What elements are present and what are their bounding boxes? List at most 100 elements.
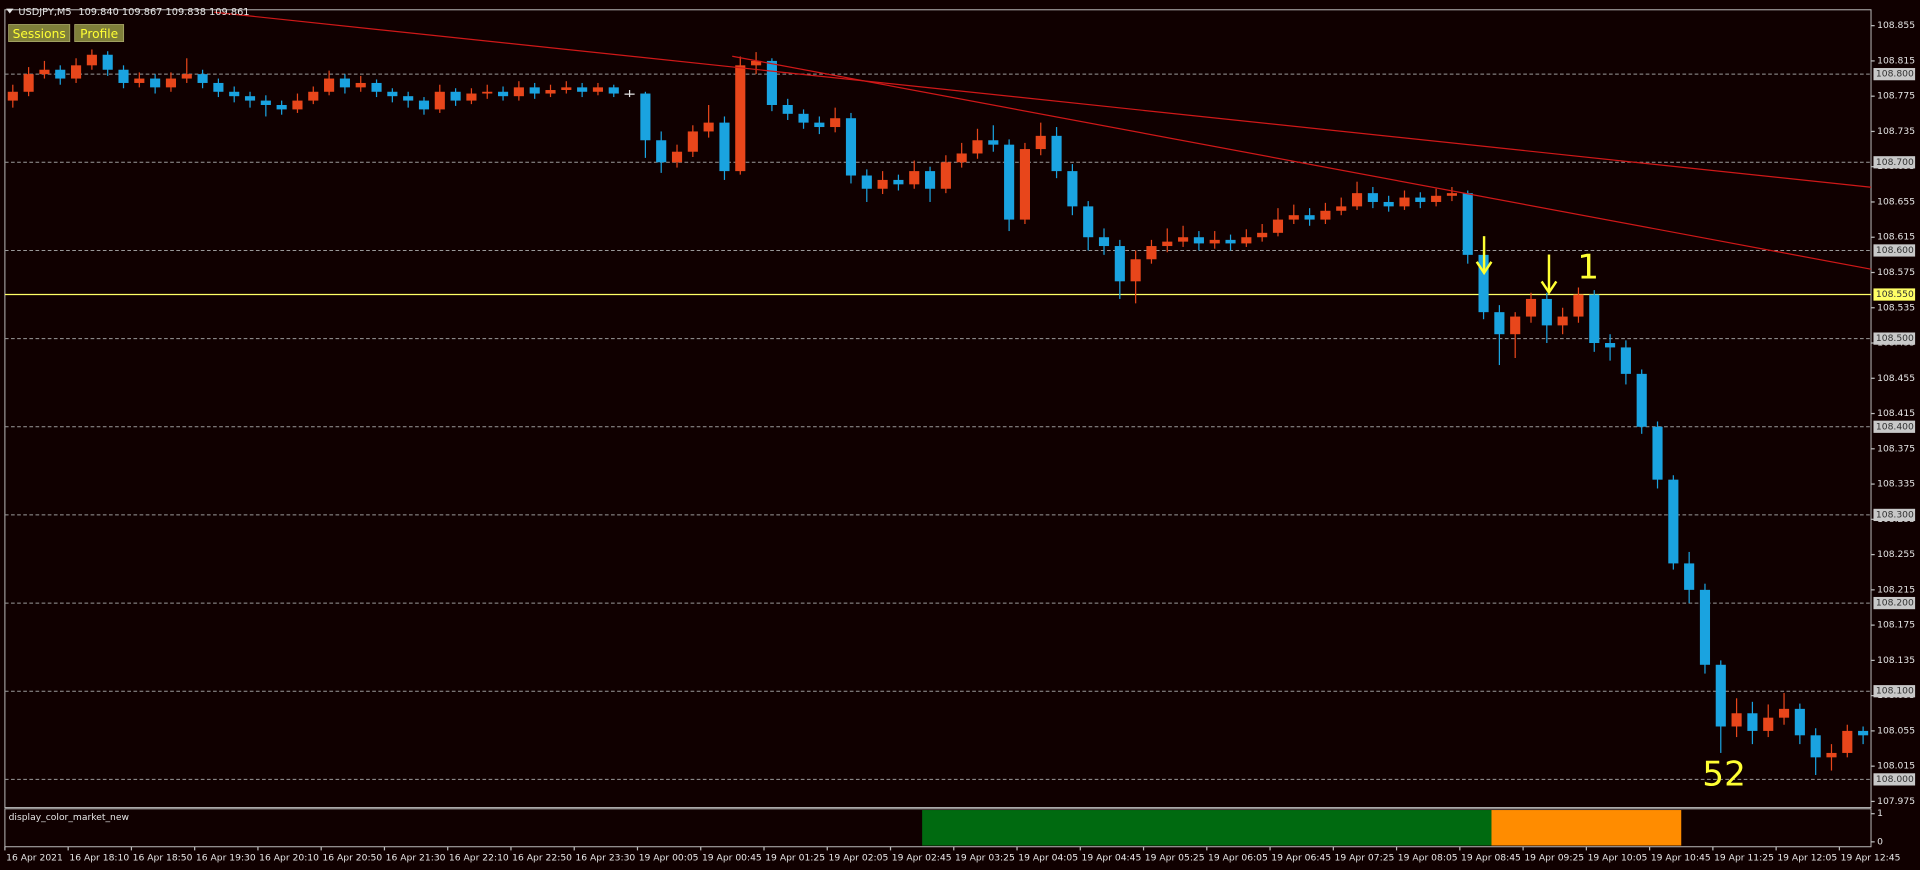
x-tick-label: 16 Apr 23:30 bbox=[575, 852, 635, 863]
annotation: 52 bbox=[1702, 754, 1746, 794]
candle-body bbox=[23, 74, 34, 92]
indicator-title: display_color_market_new bbox=[9, 812, 130, 823]
level-label-box bbox=[1873, 773, 1916, 786]
x-tick-label: 16 Apr 19:30 bbox=[196, 852, 256, 863]
candle-body bbox=[1178, 237, 1189, 242]
candle-body bbox=[7, 91, 18, 101]
candle-body bbox=[1146, 246, 1157, 260]
button[interactable]: Profile bbox=[74, 24, 125, 42]
y-tick-label: 108.775 bbox=[1877, 91, 1915, 102]
candle-body bbox=[1320, 210, 1331, 220]
candle-body bbox=[1541, 298, 1552, 326]
candle-body bbox=[1510, 316, 1521, 335]
candle-body bbox=[719, 122, 730, 172]
level-label-box bbox=[1873, 68, 1916, 81]
candle-body bbox=[355, 82, 366, 88]
candle-body bbox=[55, 69, 66, 79]
candle-body bbox=[244, 96, 256, 101]
candle-body bbox=[497, 91, 509, 97]
candle-body bbox=[118, 69, 129, 83]
level-label-box bbox=[1873, 156, 1916, 169]
candle-body bbox=[608, 87, 619, 94]
candle-body bbox=[1193, 237, 1204, 244]
x-tick-label: 19 Apr 00:05 bbox=[639, 852, 699, 863]
candle-body bbox=[956, 153, 967, 163]
candle-body bbox=[86, 54, 97, 66]
candle-body bbox=[1842, 730, 1853, 753]
candle-body bbox=[972, 140, 983, 154]
candle-body bbox=[482, 91, 493, 94]
candle-body bbox=[1051, 135, 1062, 172]
x-tick-label: 16 Apr 21:30 bbox=[386, 852, 446, 863]
candle-body bbox=[1573, 294, 1584, 317]
candle-body bbox=[308, 91, 319, 101]
candle-body bbox=[1336, 206, 1347, 211]
x-tick-label: 19 Apr 11:25 bbox=[1714, 852, 1774, 863]
candle-body bbox=[165, 78, 177, 88]
y-tick-label: 108.535 bbox=[1877, 302, 1915, 313]
candle-body bbox=[1794, 708, 1805, 736]
candle-body bbox=[324, 78, 335, 92]
candle-body bbox=[1004, 144, 1015, 220]
candle-body bbox=[102, 54, 113, 70]
x-tick-label: 16 Apr 18:10 bbox=[69, 852, 129, 863]
candle-body bbox=[1351, 193, 1363, 207]
button-label[interactable]: Profile bbox=[80, 27, 118, 41]
main-layer: 108.855108.815108.775108.735108.695108.6… bbox=[4, 20, 1916, 863]
candle-body bbox=[276, 104, 287, 110]
candle-body bbox=[909, 171, 920, 185]
candle-body bbox=[640, 93, 651, 141]
candle-body bbox=[1589, 294, 1600, 344]
level-label-box bbox=[1873, 420, 1916, 433]
candle-body bbox=[766, 60, 777, 105]
x-tick-label: 19 Apr 07:25 bbox=[1335, 852, 1395, 863]
candle-body bbox=[434, 91, 445, 110]
y-tick-label: 108.135 bbox=[1877, 655, 1915, 666]
candle-body bbox=[1668, 479, 1679, 564]
x-tick-label: 19 Apr 06:05 bbox=[1208, 852, 1268, 863]
candle-body bbox=[1288, 215, 1299, 220]
candle-body bbox=[671, 151, 683, 163]
candle-body bbox=[1731, 713, 1742, 727]
x-tick-label: 19 Apr 04:05 bbox=[1018, 852, 1078, 863]
candle-body bbox=[782, 104, 793, 114]
candle-body bbox=[260, 100, 271, 105]
candle-body bbox=[181, 74, 192, 79]
y-tick-label: 108.575 bbox=[1877, 267, 1915, 278]
menu-triangle[interactable] bbox=[6, 8, 14, 14]
candle-body bbox=[466, 93, 477, 101]
y-tick-label: 108.215 bbox=[1877, 584, 1915, 595]
candle-body bbox=[1209, 239, 1220, 244]
level-label: 108.500 bbox=[1876, 333, 1914, 344]
candle-body bbox=[845, 118, 857, 176]
candle-body bbox=[1525, 298, 1537, 317]
candle-body bbox=[1130, 259, 1141, 282]
candle-body bbox=[134, 78, 145, 83]
annotation: 1 bbox=[1577, 248, 1599, 288]
candle-body bbox=[1478, 254, 1489, 313]
candle-body bbox=[1636, 373, 1647, 427]
candle-body bbox=[1225, 239, 1236, 244]
candle-body bbox=[1763, 717, 1774, 731]
level-label-box bbox=[1873, 332, 1916, 345]
button-label[interactable]: Sessions bbox=[13, 27, 66, 41]
x-tick-label: 19 Apr 03:25 bbox=[955, 852, 1015, 863]
candle-body bbox=[450, 91, 461, 101]
y-tick-label: 108.735 bbox=[1877, 126, 1915, 137]
candle-body bbox=[1162, 241, 1173, 247]
button[interactable]: Sessions bbox=[8, 24, 71, 42]
x-tick-label: 16 Apr 22:10 bbox=[449, 852, 509, 863]
candle-body bbox=[1446, 193, 1457, 196]
indicator-segment bbox=[1491, 810, 1682, 846]
candle-body bbox=[877, 179, 888, 189]
candle-body bbox=[513, 87, 524, 97]
candle-body bbox=[387, 91, 398, 97]
indicator-tick-label: 0 bbox=[1877, 836, 1883, 847]
x-tick-label: 19 Apr 09:25 bbox=[1524, 852, 1584, 863]
level-label: 108.550 bbox=[1876, 289, 1914, 300]
candle-body bbox=[751, 60, 762, 66]
candle-body bbox=[529, 87, 540, 94]
